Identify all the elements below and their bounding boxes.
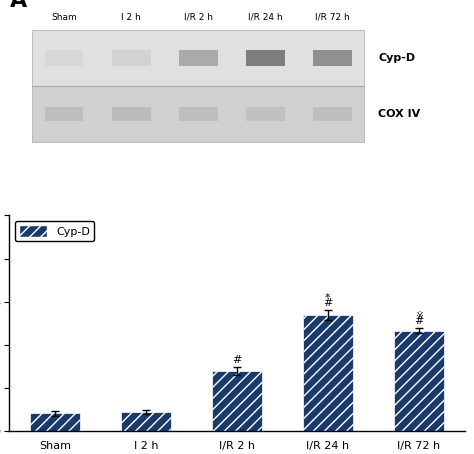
Text: I/R 24 h: I/R 24 h [248, 13, 283, 22]
Bar [212, 371, 262, 431]
Text: ※: ※ [415, 311, 423, 321]
Bar [121, 412, 171, 431]
Bar [394, 331, 444, 431]
Bar [45, 107, 83, 121]
Text: Cyp-D: Cyp-D [378, 53, 415, 63]
FancyBboxPatch shape [32, 30, 365, 86]
Text: #: # [414, 316, 424, 326]
Text: *: * [325, 293, 331, 303]
Bar [303, 315, 353, 431]
Text: COX IV: COX IV [378, 109, 420, 119]
Text: I/R 72 h: I/R 72 h [315, 13, 350, 22]
Bar [112, 50, 151, 66]
Text: Sham: Sham [51, 13, 77, 22]
Bar [313, 50, 352, 66]
Text: #: # [232, 355, 242, 365]
Bar [179, 50, 218, 66]
Text: A: A [9, 0, 27, 11]
Bar [112, 107, 151, 121]
Bar [246, 107, 285, 121]
Bar [313, 107, 352, 121]
Text: I/R 2 h: I/R 2 h [184, 13, 213, 22]
Bar [246, 50, 285, 66]
FancyBboxPatch shape [32, 86, 365, 142]
Bar [179, 107, 218, 121]
Bar [30, 414, 80, 431]
Text: #: # [323, 298, 333, 308]
Bar [45, 50, 83, 66]
Legend: Cyp-D: Cyp-D [15, 221, 94, 241]
Text: I 2 h: I 2 h [121, 13, 141, 22]
